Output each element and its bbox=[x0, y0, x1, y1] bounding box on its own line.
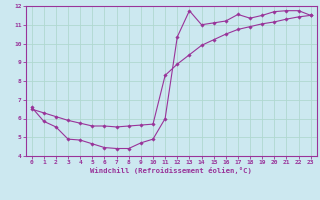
X-axis label: Windchill (Refroidissement éolien,°C): Windchill (Refroidissement éolien,°C) bbox=[90, 167, 252, 174]
